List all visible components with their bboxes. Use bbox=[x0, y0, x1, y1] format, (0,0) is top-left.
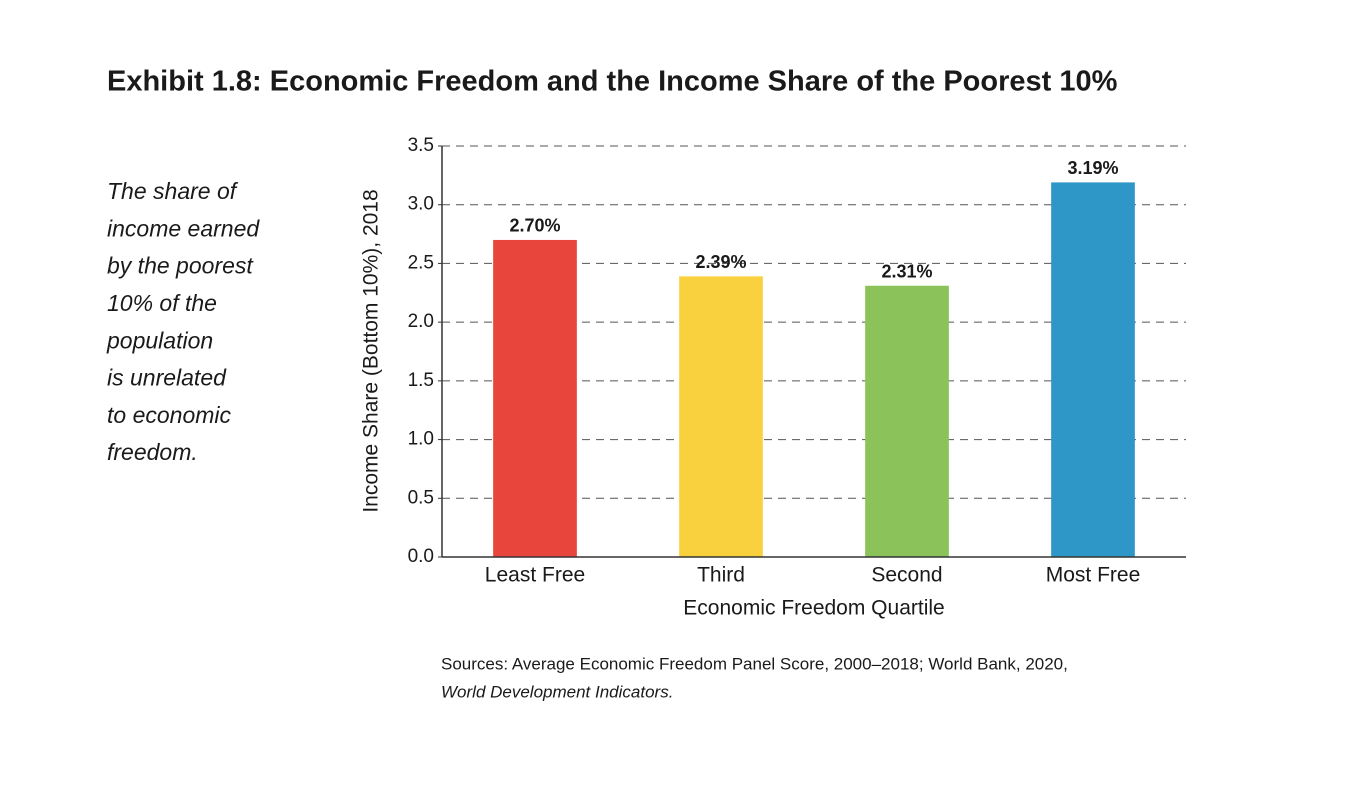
side-note: population bbox=[106, 327, 213, 353]
y-tick-label: 3.0 bbox=[408, 194, 434, 215]
bar bbox=[865, 285, 949, 557]
side-note: income earned bbox=[107, 215, 260, 241]
side-note: by the poorest bbox=[107, 253, 254, 279]
side-note: 10% of the bbox=[107, 290, 217, 316]
y-tick-label: 1.5 bbox=[408, 370, 434, 391]
source: World Development Indicators. bbox=[441, 682, 673, 701]
bar bbox=[493, 239, 577, 557]
side-note: freedom. bbox=[107, 439, 198, 465]
value-label: 2.31% bbox=[881, 261, 932, 281]
side-note: to economic bbox=[107, 402, 232, 428]
y-tick-label: 2.5 bbox=[408, 252, 434, 273]
y-tick-label: 3.5 bbox=[408, 135, 434, 156]
x-tick-label: Third bbox=[697, 564, 745, 587]
bar bbox=[1051, 182, 1135, 557]
value-label: 2.70% bbox=[509, 216, 560, 236]
chart-title: Exhibit 1.8: Economic Freedom and the In… bbox=[107, 66, 1118, 98]
source: Sources: Average Economic Freedom Panel … bbox=[441, 654, 1068, 673]
y-axis-label: Income Share (Bottom 10%), 2018 bbox=[360, 189, 383, 512]
x-tick-label: Second bbox=[871, 564, 942, 587]
y-tick-label: 1.0 bbox=[408, 429, 434, 450]
x-axis-label: Economic Freedom Quartile bbox=[683, 597, 944, 620]
y-tick-label: 0.0 bbox=[408, 546, 434, 567]
x-tick-label: Least Free bbox=[485, 564, 585, 587]
bar bbox=[679, 276, 763, 557]
value-label: 2.39% bbox=[695, 252, 746, 272]
side-note: is unrelated bbox=[107, 365, 227, 391]
y-tick-label: 2.0 bbox=[408, 311, 434, 332]
side-note: The share of bbox=[107, 178, 239, 204]
x-tick-label: Most Free bbox=[1046, 564, 1141, 587]
value-label: 3.19% bbox=[1067, 158, 1118, 178]
y-tick-label: 0.5 bbox=[408, 487, 434, 508]
